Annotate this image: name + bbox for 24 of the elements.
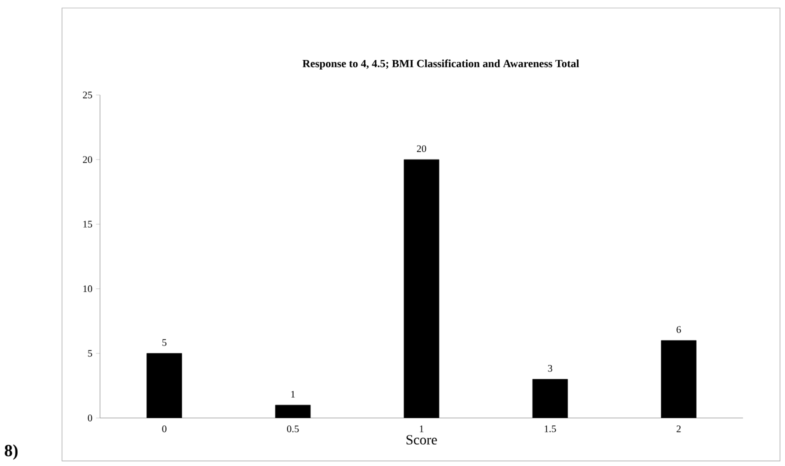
y-tick-label: 5 [88, 350, 92, 357]
y-tick-label: 15 [83, 220, 92, 228]
x-tick-label: 0.5 [287, 426, 299, 432]
chart-title: Response to 4, 4.5; BMI Classification and Awareness Total [302, 59, 580, 70]
data-label: 20 [416, 145, 426, 152]
x-tick-label: 1 [420, 426, 424, 432]
data-label: 3 [548, 365, 552, 372]
data-label: 5 [162, 339, 166, 346]
bar [146, 353, 182, 418]
text: 8) [4, 444, 18, 460]
x-tick-label: 2 [676, 426, 681, 432]
x-tick-label: 1.5 [544, 426, 556, 432]
x-axis-title: Score [406, 435, 437, 444]
data-label: 6 [676, 326, 681, 333]
data-label: 1 [291, 390, 295, 398]
y-tick-label: 0 [88, 414, 92, 422]
bar [532, 379, 568, 418]
y-tick-label: 10 [83, 285, 92, 292]
y-tick-label: 20 [82, 156, 92, 163]
bar [661, 340, 696, 418]
bar [275, 404, 311, 418]
y-tick-label: 25 [82, 92, 92, 98]
bar [404, 159, 440, 418]
x-tick-label: 0 [162, 426, 166, 432]
